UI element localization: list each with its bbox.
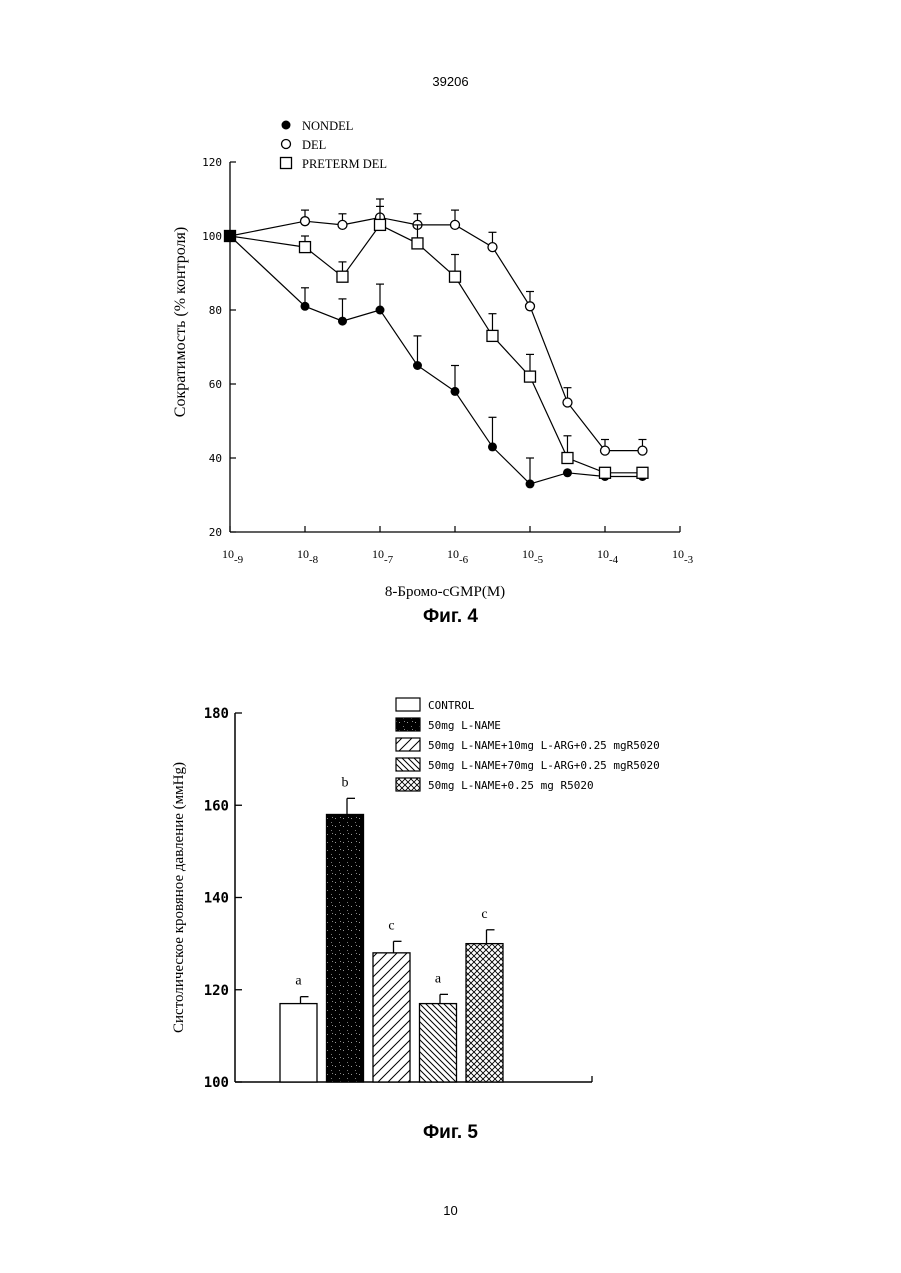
- y-tick-label: 140: [204, 891, 229, 907]
- data-point: [563, 398, 572, 407]
- document-number: 39206: [0, 74, 901, 89]
- legend: NONDEL DEL PRETERM DEL: [281, 119, 388, 171]
- legend-swatch: [396, 698, 420, 711]
- y-tick-label: 40: [209, 452, 222, 465]
- data-point: [487, 330, 498, 341]
- data-point: [282, 121, 291, 130]
- significance-letter: c: [388, 918, 394, 933]
- data-point: [282, 140, 291, 149]
- bar-group: a: [280, 974, 317, 1082]
- data-point: [600, 467, 611, 478]
- data-point: [451, 220, 460, 229]
- series-line: [230, 225, 642, 473]
- y-tick-label: 120: [202, 156, 222, 169]
- x-tick-label: 10-7: [372, 547, 394, 566]
- bar-group: c: [466, 907, 503, 1082]
- data-point: [637, 467, 648, 478]
- data-point: [338, 317, 347, 326]
- significance-letter: a: [435, 971, 442, 986]
- x-tick-label: 10-9: [222, 547, 244, 566]
- y-axis-title: Сократимость (% контроля): [172, 227, 189, 417]
- series-line: [230, 218, 642, 451]
- bar: [373, 953, 410, 1082]
- figure-5-caption: Фиг. 5: [0, 1122, 901, 1144]
- figure-5-chart: 100 120 140 160 180 Систолическое кровяное да…: [150, 680, 750, 1120]
- data-point: [281, 158, 292, 169]
- legend-label: 50mg L-NAME: [428, 719, 501, 732]
- series-preterm-del: [225, 206, 648, 478]
- x-axis-title: 8-Бромо-cGMP(M): [385, 584, 505, 600]
- data-point-overlap: [225, 231, 236, 242]
- data-point: [488, 243, 497, 252]
- y-tick-label: 60: [209, 378, 222, 391]
- significance-letter: b: [342, 775, 349, 790]
- data-point: [526, 302, 535, 311]
- y-tick-label: 100: [204, 1075, 229, 1091]
- data-point: [301, 217, 310, 226]
- legend-label: PRETERM DEL: [302, 157, 387, 171]
- significance-letter: c: [481, 907, 487, 922]
- x-tick-label: 10-3: [672, 547, 694, 566]
- data-point: [413, 361, 422, 370]
- x-tick-label: 10-5: [522, 547, 544, 566]
- y-tick-label: 180: [204, 706, 229, 722]
- x-tick-label: 10-4: [597, 547, 619, 566]
- bar: [280, 1004, 317, 1082]
- y-tick-label: 80: [209, 304, 222, 317]
- data-point: [338, 220, 347, 229]
- bar-group: b: [327, 775, 364, 1082]
- bar-group: a: [420, 971, 457, 1082]
- legend-swatch: [396, 738, 420, 751]
- y-tick-label: 160: [204, 798, 229, 814]
- figure-4-chart: 20 40 60 80 100 120 10-9 10-8 10-7 10-6 10-5 10-4 10…: [150, 100, 750, 610]
- significance-letter: a: [295, 974, 302, 989]
- data-point: [451, 387, 460, 396]
- legend: CONTROL 50mg L-NAME 50mg L-NAME+10mg L-ARG…: [396, 698, 660, 792]
- legend-label: 50mg L-NAME+70mg L-ARG+0.25 mgR5020: [428, 759, 660, 772]
- bar: [327, 814, 364, 1082]
- bar: [466, 944, 503, 1082]
- legend-label: NONDEL: [302, 119, 353, 133]
- y-tick-label: 120: [204, 983, 229, 999]
- data-point: [526, 479, 535, 488]
- data-point: [601, 446, 610, 455]
- data-point: [488, 442, 497, 451]
- legend-label: 50mg L-NAME+0.25 mg R5020: [428, 779, 594, 792]
- data-point: [412, 238, 423, 249]
- figure-4-caption: Фиг. 4: [0, 606, 901, 628]
- data-point: [525, 371, 536, 382]
- data-point: [562, 453, 573, 464]
- data-point: [376, 306, 385, 315]
- y-tick-label: 20: [209, 526, 222, 539]
- series-nondel: [226, 232, 647, 489]
- legend-label: CONTROL: [428, 699, 475, 712]
- page-number: 10: [0, 1203, 901, 1218]
- legend-label: 50mg L-NAME+10mg L-ARG+0.25 mgR5020: [428, 739, 660, 752]
- data-point: [375, 219, 386, 230]
- data-point: [638, 446, 647, 455]
- data-point: [563, 468, 572, 477]
- bar-group: c: [373, 918, 410, 1082]
- data-point: [337, 271, 348, 282]
- series-line: [230, 236, 642, 484]
- legend-swatch: [396, 778, 420, 791]
- x-tick-label: 10-6: [447, 547, 469, 566]
- data-point: [450, 271, 461, 282]
- legend-label: DEL: [302, 138, 326, 152]
- data-point: [301, 302, 310, 311]
- legend-swatch: [396, 718, 420, 731]
- data-point: [300, 242, 311, 253]
- y-axis-title: Систолическое кровяное давление (ммHg): [171, 762, 187, 1033]
- y-tick-label: 100: [202, 230, 222, 243]
- bar: [420, 1004, 457, 1082]
- legend-swatch: [396, 758, 420, 771]
- series-del: [226, 199, 647, 455]
- x-tick-label: 10-8: [297, 547, 319, 566]
